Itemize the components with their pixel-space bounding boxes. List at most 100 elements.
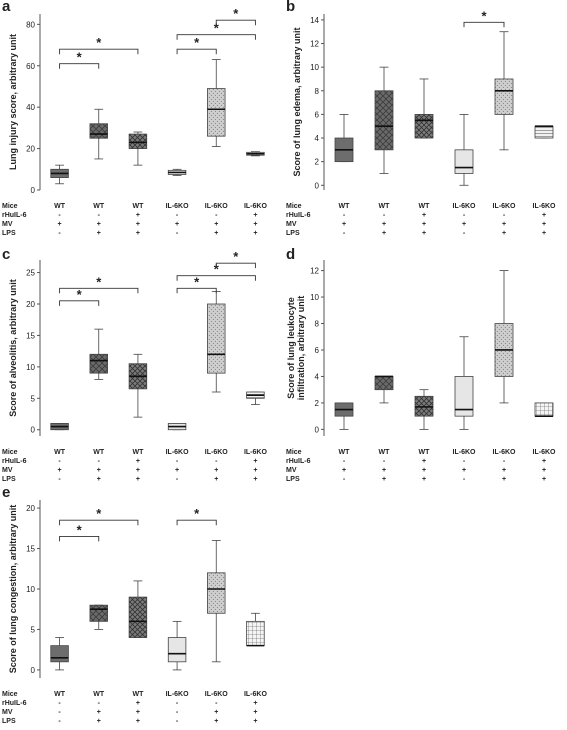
panel-label: e <box>2 484 11 501</box>
group-cell: - <box>58 700 61 707</box>
group-cell: + <box>462 221 466 228</box>
significance-bracket <box>215 19 256 26</box>
significance-bracket <box>215 262 256 269</box>
row-label: rHuIL-6 <box>2 700 27 707</box>
y-tick-label: 2 <box>315 399 320 408</box>
significance-bracket <box>176 519 217 526</box>
group-cell: + <box>342 221 346 228</box>
chart-d: 0 2 4 6 8 10 12 Score of lung leukocyteinfiltra… <box>286 260 556 483</box>
significance-star: * <box>233 249 239 264</box>
y-tick-label: 20 <box>26 300 35 309</box>
y-tick-label: 25 <box>26 269 35 278</box>
y-tick-label: 20 <box>26 504 35 513</box>
y-tick-label: 10 <box>26 585 35 594</box>
group-cell: + <box>136 467 140 474</box>
row-label: Mice <box>2 691 18 698</box>
group-cell: + <box>175 221 179 228</box>
box <box>207 303 226 374</box>
group-cell: - <box>98 700 101 707</box>
y-tick-label: 4 <box>315 134 320 143</box>
group-cell: + <box>136 458 140 465</box>
box <box>89 604 108 622</box>
group-cell: IL-6KO <box>205 691 229 698</box>
group-cell: + <box>97 467 101 474</box>
box <box>494 78 514 115</box>
significance-bracket <box>59 519 139 526</box>
group-cell: WT <box>339 203 351 210</box>
group-cell: - <box>463 458 466 465</box>
group-cell: + <box>253 476 257 483</box>
group-cell: + <box>382 230 386 237</box>
significance-star: * <box>481 8 487 23</box>
y-tick-label: 0 <box>315 181 320 190</box>
panel-c: c 0 5 10 15 20 25 Score of alveolitis, arbitra… <box>0 246 283 492</box>
y-tick-label: 80 <box>26 20 35 29</box>
group-cell: WT <box>54 449 66 456</box>
box <box>207 572 226 614</box>
group-cell: IL-6KO <box>453 203 477 210</box>
box <box>374 90 394 151</box>
row-label: rHuIL-6 <box>286 212 311 219</box>
group-cell: + <box>253 700 257 707</box>
box <box>128 133 148 149</box>
significance-bracket <box>176 275 256 281</box>
panel-d: d 0 2 4 6 8 10 12 Score of lung leukocyteinfilt… <box>284 246 567 492</box>
group-cell: WT <box>93 203 105 210</box>
group-cell: - <box>463 212 466 219</box>
group-cell: - <box>503 458 506 465</box>
group-cell: IL-6KO <box>166 691 190 698</box>
group-cell: WT <box>54 691 66 698</box>
significance-star: * <box>96 506 102 521</box>
row-label: rHuIL-6 <box>286 458 311 465</box>
y-tick-label: 60 <box>26 62 35 71</box>
group-cell: + <box>253 221 257 228</box>
group-cell: + <box>97 230 101 237</box>
group-cell: + <box>136 709 140 716</box>
group-cell: + <box>214 221 218 228</box>
y-tick-label: 6 <box>315 346 320 355</box>
significance-star: * <box>194 35 200 50</box>
y-tick-label: 0 <box>315 425 320 434</box>
row-label: MV <box>2 221 13 228</box>
panel-label: d <box>286 246 296 263</box>
group-cell: - <box>58 458 61 465</box>
box <box>89 353 108 374</box>
group-cell: + <box>97 221 101 228</box>
y-axis-label: Score of lung edema, arbitrary unit <box>292 27 302 176</box>
significance-star: * <box>77 50 83 65</box>
row-label: rHuIL-6 <box>2 212 27 219</box>
group-cell: + <box>542 230 546 237</box>
y-tick-label: 8 <box>315 320 320 329</box>
group-cell: + <box>253 458 257 465</box>
y-tick-label: 20 <box>26 145 35 154</box>
group-cell: - <box>58 212 61 219</box>
group-cell: + <box>253 467 257 474</box>
group-cell: + <box>253 718 257 725</box>
group-cell: + <box>97 718 101 725</box>
group-cell: - <box>343 212 346 219</box>
group-cell: - <box>343 458 346 465</box>
row-label: MV <box>286 467 297 474</box>
y-tick-label: 2 <box>315 158 320 167</box>
group-cell: - <box>215 700 218 707</box>
group-cell: + <box>502 230 506 237</box>
group-cell: + <box>422 458 426 465</box>
y-tick-label: 6 <box>315 110 320 119</box>
y-axis-label: Score of lung leukocyteinfiltration, arb… <box>286 296 306 401</box>
group-cell: + <box>382 476 386 483</box>
group-cell: IL-6KO <box>205 449 229 456</box>
group-cell: - <box>343 476 346 483</box>
box <box>454 376 474 417</box>
group-cell: - <box>463 476 466 483</box>
group-cell: WT <box>419 203 431 210</box>
significance-star: * <box>214 21 220 36</box>
box <box>374 376 394 391</box>
group-cell: + <box>542 212 546 219</box>
group-cell: + <box>214 467 218 474</box>
group-cell: - <box>215 212 218 219</box>
significance-bracket <box>176 287 217 294</box>
significance-bracket <box>176 48 217 55</box>
group-cell: + <box>175 467 179 474</box>
significance-star: * <box>194 506 200 521</box>
box <box>167 637 187 663</box>
